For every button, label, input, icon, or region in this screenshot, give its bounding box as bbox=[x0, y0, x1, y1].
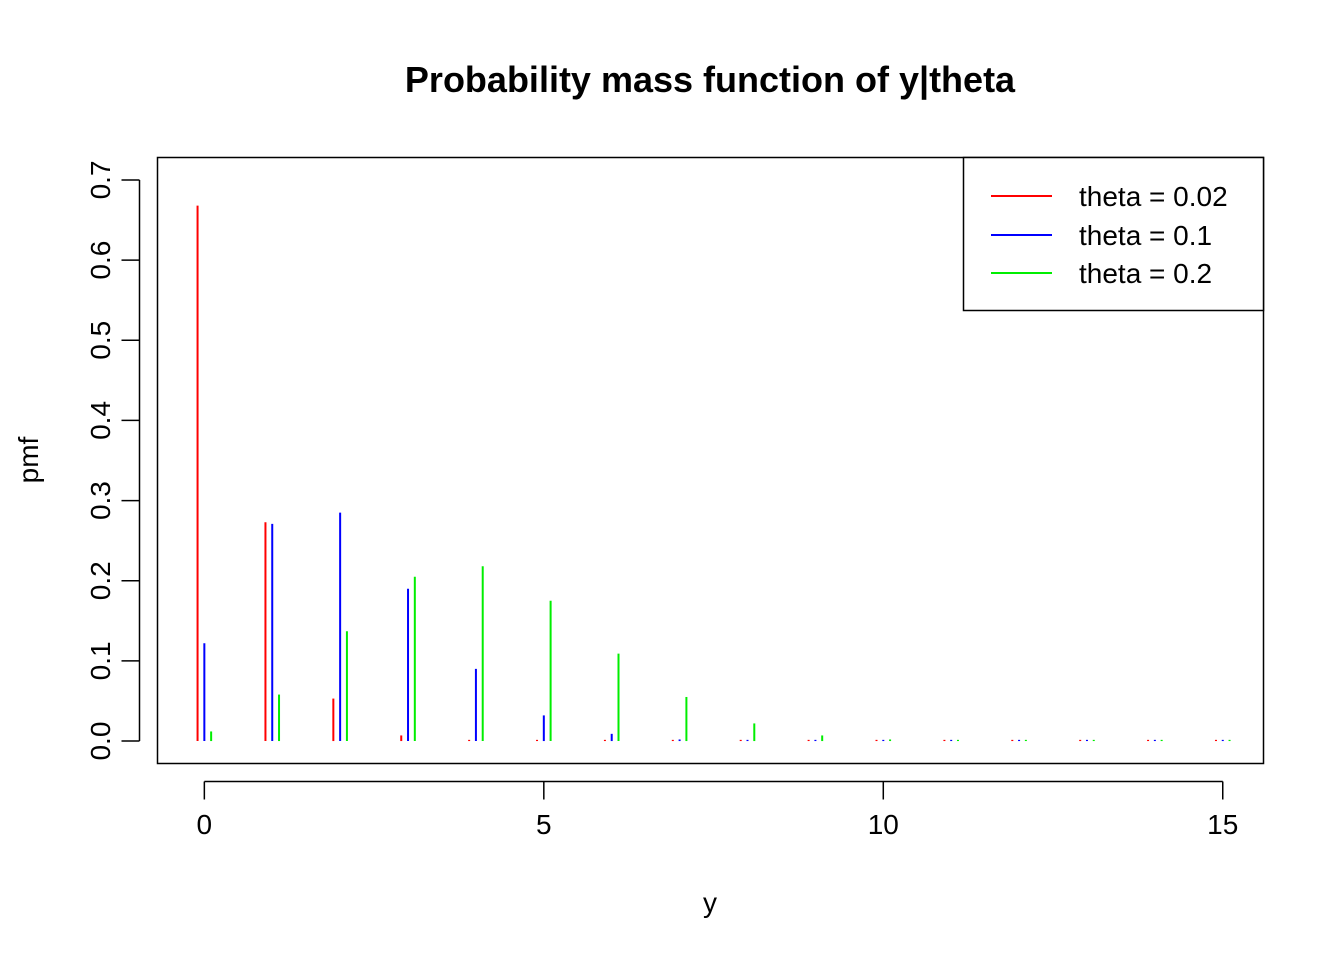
legend-label: theta = 0.2 bbox=[1079, 258, 1212, 289]
y-tick-label: 0.1 bbox=[85, 641, 116, 680]
bar-marks bbox=[196, 205, 1231, 742]
x-tick-label: 5 bbox=[536, 809, 552, 840]
y-tick-label: 0.5 bbox=[85, 321, 116, 360]
chart-title: Probability mass function of y|theta bbox=[405, 59, 1016, 101]
x-axis: 0 5 10 15 bbox=[197, 780, 1238, 840]
x-tick-label: 15 bbox=[1207, 809, 1238, 840]
y-tick-label: 0.6 bbox=[85, 241, 116, 280]
y-axis-label: pmf bbox=[13, 436, 44, 483]
y-tick-label: 0.0 bbox=[85, 722, 116, 761]
y-tick-label: 0.4 bbox=[85, 401, 116, 440]
x-tick-label: 10 bbox=[868, 809, 899, 840]
y-axis: 0.0 0.1 0.2 0.3 0.4 0.5 0.6 0.7 bbox=[85, 160, 141, 761]
y-tick-label: 0.3 bbox=[85, 481, 116, 520]
plot-frame bbox=[156, 156, 1265, 765]
y-tick-label: 0.2 bbox=[85, 561, 116, 600]
legend-label: theta = 0.02 bbox=[1079, 181, 1228, 212]
legend-label: theta = 0.1 bbox=[1079, 220, 1212, 251]
y-tick-label: 0.7 bbox=[85, 160, 116, 199]
legend: theta = 0.02 theta = 0.1 theta = 0.2 bbox=[962, 156, 1265, 312]
x-tick-label: 0 bbox=[197, 809, 213, 840]
x-axis-label: y bbox=[703, 887, 717, 918]
